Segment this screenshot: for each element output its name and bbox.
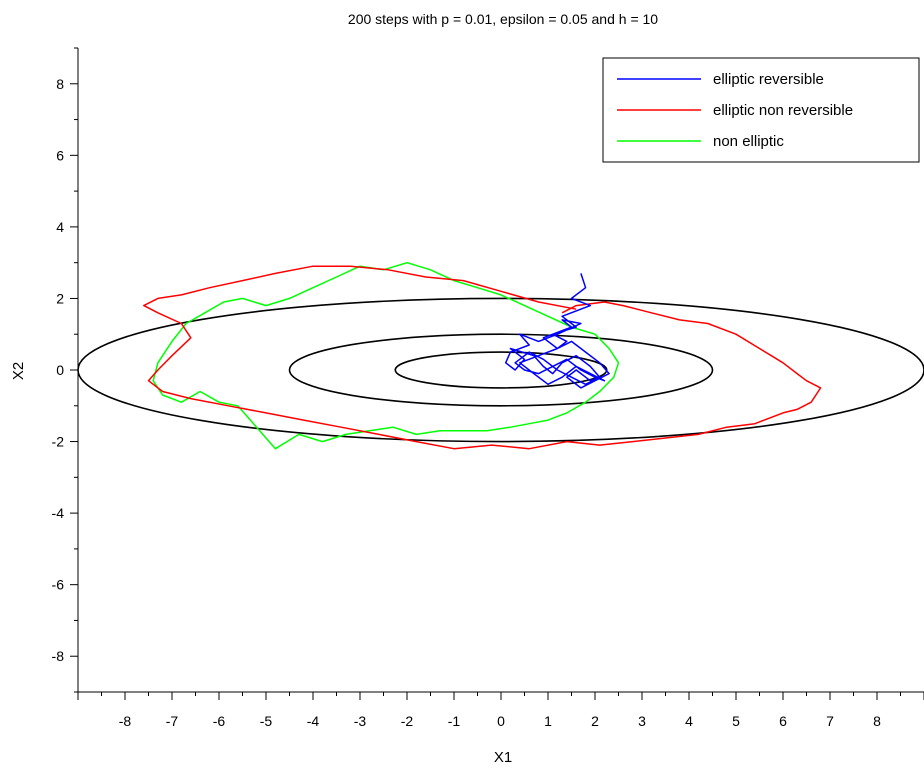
y-tick-label: 0	[56, 362, 64, 378]
series-line-2	[152, 261, 620, 450]
x-tick-label: 7	[826, 713, 834, 729]
y-axis-label: X2	[10, 362, 27, 380]
y-tick-label: 4	[56, 219, 64, 235]
x-tick-label: 3	[638, 713, 646, 729]
level-ellipse	[77, 297, 924, 443]
x-tick-label: 2	[591, 713, 599, 729]
x-tick-label: 1	[544, 713, 552, 729]
x-tick-label: -2	[401, 713, 414, 729]
x-tick-label: 6	[779, 713, 787, 729]
x-tick-label: 8	[873, 713, 881, 729]
x-axis-label: X1	[494, 749, 512, 766]
x-tick-label: -5	[260, 713, 273, 729]
x-tick-label: -1	[448, 713, 461, 729]
y-tick-label: 2	[56, 290, 64, 306]
x-tick-label: -4	[307, 713, 320, 729]
x-tick-label: 4	[685, 713, 693, 729]
x-ticks-group: -8 -7 -6 -5 -4 -3 -2 -1 0 1 2 3 4 5 6 7 8	[77, 692, 924, 729]
y-tick-label: -4	[52, 505, 65, 521]
series-group	[143, 261, 822, 450]
x-tick-label: 5	[732, 713, 740, 729]
x-tick-label: -8	[119, 713, 132, 729]
legend-label: non elliptic	[713, 133, 784, 150]
chart-title: 200 steps with p = 0.01, epsilon = 0.05 …	[348, 11, 658, 27]
y-ticks-group: -8 -6 -4 -2 0 2 4 6 8	[52, 47, 78, 693]
x-tick-label: 0	[497, 713, 505, 729]
x-tick-label: -6	[213, 713, 226, 729]
series-line-0	[504, 273, 610, 389]
legend-label: elliptic reversible	[713, 71, 824, 88]
x-tick-label: -3	[354, 713, 367, 729]
level-ellipse	[288, 333, 714, 407]
y-tick-label: -6	[52, 577, 65, 593]
legend-label: elliptic non reversible	[713, 102, 853, 119]
y-tick-label: -8	[52, 648, 65, 664]
y-tick-label: 8	[56, 76, 64, 92]
y-tick-label: -2	[52, 434, 65, 450]
x-tick-label: -7	[166, 713, 179, 729]
legend: elliptic reversible elliptic non reversib…	[602, 57, 920, 163]
ellipses-group	[77, 297, 924, 443]
series-line-1	[143, 265, 822, 450]
y-tick-label: 6	[56, 147, 64, 163]
